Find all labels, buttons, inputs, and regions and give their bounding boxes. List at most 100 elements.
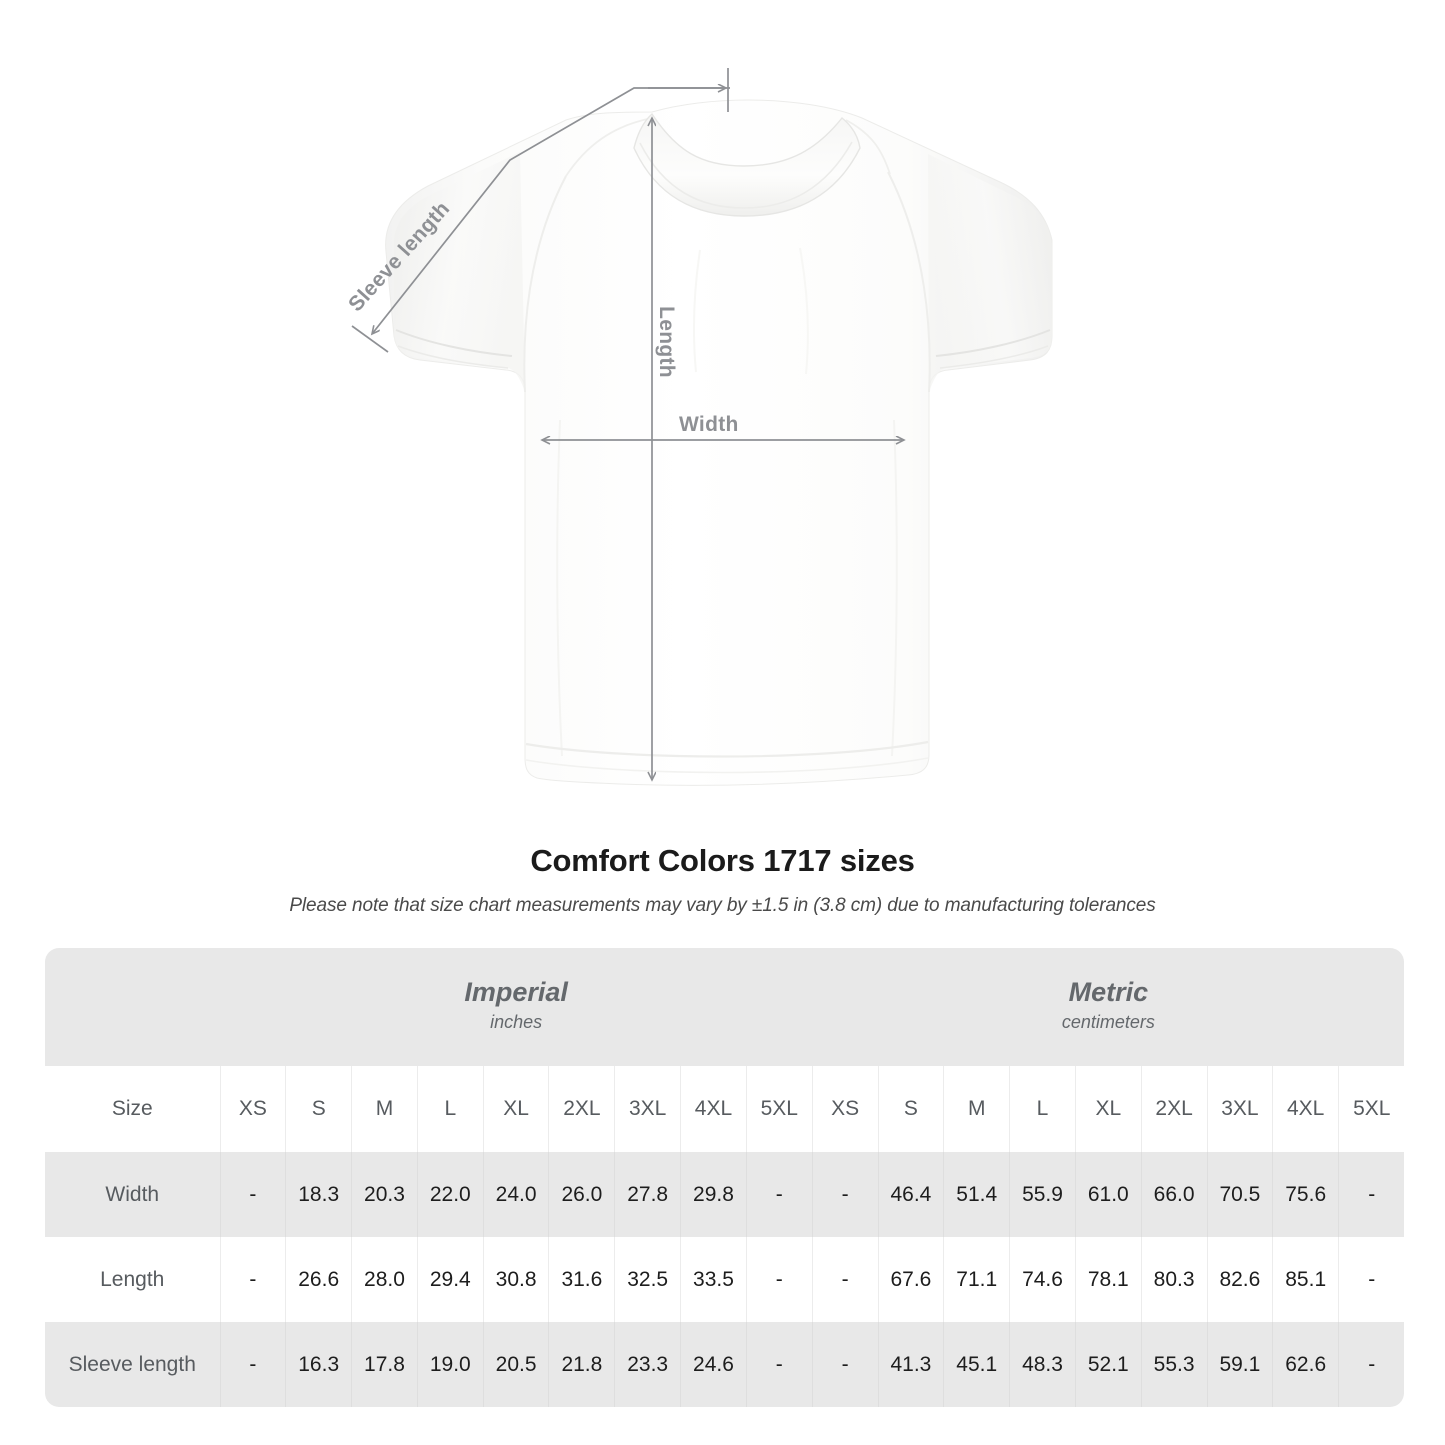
cell-width-metric-xs: - bbox=[811, 1152, 879, 1237]
size-header-cell-xs-imperial: XS bbox=[219, 1066, 286, 1152]
cell-sleeve-length-metric-l: 48.3 bbox=[1009, 1322, 1076, 1407]
cell-sleeve-length-metric-5xl: - bbox=[1338, 1322, 1405, 1407]
cell-sleeve-length-imperial-4xl: 24.6 bbox=[680, 1322, 747, 1407]
cell-width-metric-4xl: 75.6 bbox=[1272, 1152, 1339, 1237]
cell-width-imperial-l: 22.0 bbox=[416, 1152, 484, 1237]
cell-width-imperial-4xl: 29.8 bbox=[680, 1152, 747, 1237]
cell-sleeve-length-metric-s: 41.3 bbox=[877, 1322, 944, 1407]
cell-width-imperial-5xl: - bbox=[745, 1152, 813, 1237]
cell-length-imperial-l: 29.4 bbox=[416, 1237, 484, 1322]
cell-sleeve-length-imperial-2xl: 21.8 bbox=[548, 1322, 615, 1407]
heading-block: Comfort Colors 1717 sizes Please note th… bbox=[0, 843, 1445, 917]
cell-width-metric-2xl: 66.0 bbox=[1140, 1152, 1207, 1237]
size-header-cell-2xl-imperial: 2XL bbox=[548, 1066, 615, 1152]
cell-length-metric-l: 74.6 bbox=[1009, 1237, 1076, 1322]
cell-length-metric-4xl: 85.1 bbox=[1272, 1237, 1339, 1322]
length-label: Length bbox=[654, 306, 678, 378]
cell-sleeve-length-imperial-5xl: - bbox=[745, 1322, 813, 1407]
tshirt-diagram: Sleeve length Length Width bbox=[344, 68, 1053, 786]
size-header-cell-l-metric: L bbox=[1009, 1066, 1076, 1152]
size-header-cell-xs-metric: XS bbox=[811, 1066, 879, 1152]
cell-sleeve-length-imperial-m: 17.8 bbox=[351, 1322, 418, 1407]
cell-sleeve-length-metric-3xl: 59.1 bbox=[1206, 1322, 1273, 1407]
unit-header-imperial: Imperial inches bbox=[220, 948, 813, 1066]
size-header-cell-m-metric: M bbox=[943, 1066, 1010, 1152]
cell-length-metric-3xl: 82.6 bbox=[1206, 1237, 1273, 1322]
unit-sublabel: centimeters bbox=[1061, 1012, 1155, 1033]
size-header-cell-s-metric: S bbox=[877, 1066, 944, 1152]
cell-sleeve-length-metric-xs: - bbox=[811, 1322, 879, 1407]
cell-length-metric-xs: - bbox=[811, 1237, 879, 1322]
cell-sleeve-length-metric-xl: 52.1 bbox=[1074, 1322, 1142, 1407]
unit-header-metric: Metric centimeters bbox=[812, 948, 1405, 1066]
size-header-cell-xl-metric: XL bbox=[1074, 1066, 1142, 1152]
size-header-cell-3xl-imperial: 3XL bbox=[614, 1066, 681, 1152]
size-header-cell-m-imperial: M bbox=[351, 1066, 418, 1152]
cell-sleeve-length-imperial-3xl: 23.3 bbox=[614, 1322, 681, 1407]
sleeve-bottom-tick bbox=[351, 325, 389, 353]
cell-length-imperial-5xl: - bbox=[745, 1237, 813, 1322]
cell-width-imperial-s: 18.3 bbox=[285, 1152, 352, 1237]
cell-length-imperial-xs: - bbox=[219, 1237, 286, 1322]
size-header-cell-l-imperial: L bbox=[416, 1066, 484, 1152]
cell-width-imperial-2xl: 26.0 bbox=[548, 1152, 615, 1237]
size-chart-table-wrapper: Imperial inches Metric centimeters Size XS S M L… bbox=[45, 948, 1405, 1407]
row-label-sleeve-length: Sleeve length bbox=[45, 1322, 220, 1407]
size-header-cell-5xl-imperial: 5XL bbox=[745, 1066, 813, 1152]
cell-length-metric-s: 67.6 bbox=[877, 1237, 944, 1322]
cell-width-metric-xl: 61.0 bbox=[1074, 1152, 1142, 1237]
cell-width-metric-3xl: 70.5 bbox=[1206, 1152, 1273, 1237]
unit-sublabel: inches bbox=[490, 1012, 543, 1033]
cell-width-imperial-xl: 24.0 bbox=[482, 1152, 549, 1237]
measurement-annotations bbox=[351, 68, 904, 780]
row-label-width: Width bbox=[45, 1152, 220, 1237]
cell-width-imperial-3xl: 27.8 bbox=[614, 1152, 681, 1237]
cell-length-imperial-xl: 30.8 bbox=[482, 1237, 549, 1322]
tshirt-illustration bbox=[351, 68, 1053, 786]
cell-width-imperial-m: 20.3 bbox=[351, 1152, 418, 1237]
cell-length-imperial-m: 28.0 bbox=[351, 1237, 418, 1322]
cell-length-imperial-s: 26.6 bbox=[285, 1237, 352, 1322]
size-chart-table: Imperial inches Metric centimeters Size XS S M L… bbox=[45, 948, 1405, 1407]
cell-length-imperial-3xl: 32.5 bbox=[614, 1237, 681, 1322]
cell-length-metric-m: 71.1 bbox=[943, 1237, 1010, 1322]
cell-sleeve-length-metric-2xl: 55.3 bbox=[1140, 1322, 1207, 1407]
cell-sleeve-length-metric-4xl: 62.6 bbox=[1272, 1322, 1339, 1407]
cell-width-metric-s: 46.4 bbox=[877, 1152, 944, 1237]
cell-width-metric-l: 55.9 bbox=[1009, 1152, 1076, 1237]
unit-header-spacer bbox=[45, 948, 220, 1066]
cell-sleeve-length-imperial-xl: 20.5 bbox=[482, 1322, 549, 1407]
cell-sleeve-length-imperial-s: 16.3 bbox=[285, 1322, 352, 1407]
size-header-cell-4xl-metric: 4XL bbox=[1272, 1066, 1339, 1152]
size-header-cell-s-imperial: S bbox=[285, 1066, 352, 1152]
table-row: Sleeve length -16.3 17.8 19.0 20.5 21.8 23.3 24… bbox=[45, 1322, 1405, 1407]
cell-sleeve-length-imperial-xs: - bbox=[219, 1322, 286, 1407]
cell-length-imperial-4xl: 33.5 bbox=[680, 1237, 747, 1322]
size-header-cell-3xl-metric: 3XL bbox=[1206, 1066, 1273, 1152]
cell-width-metric-m: 51.4 bbox=[943, 1152, 1010, 1237]
table-row: Width -18.3 20.3 22.0 24.0 26.0 27.8 29.8- -46.4… bbox=[45, 1152, 1405, 1237]
cell-length-metric-5xl: - bbox=[1338, 1237, 1405, 1322]
size-header-cell-5xl-metric: 5XL bbox=[1338, 1066, 1405, 1152]
tolerance-note: Please note that size chart measurements… bbox=[289, 895, 1156, 916]
cell-sleeve-length-imperial-l: 19.0 bbox=[416, 1322, 484, 1407]
unit-name: Metric bbox=[1068, 977, 1149, 1008]
cell-width-imperial-xs: - bbox=[219, 1152, 286, 1237]
unit-name: Imperial bbox=[464, 977, 568, 1008]
size-header-cell-xl-imperial: XL bbox=[482, 1066, 549, 1152]
page-title: Comfort Colors 1717 sizes bbox=[530, 843, 915, 878]
cell-length-metric-xl: 78.1 bbox=[1074, 1237, 1142, 1322]
cell-width-metric-5xl: - bbox=[1338, 1152, 1405, 1237]
size-header-cell-2xl-metric: 2XL bbox=[1140, 1066, 1207, 1152]
table-row: Length -26.6 28.0 29.4 30.8 31.6 32.5 33.5- -67.… bbox=[45, 1237, 1405, 1322]
unit-header-row: Imperial inches Metric centimeters bbox=[45, 948, 1405, 1066]
cell-length-metric-2xl: 80.3 bbox=[1140, 1237, 1207, 1322]
size-header-cell-4xl-imperial: 4XL bbox=[680, 1066, 747, 1152]
size-header-label: Size bbox=[45, 1066, 220, 1152]
row-label-length: Length bbox=[45, 1237, 220, 1322]
width-label: Width bbox=[679, 413, 739, 436]
cell-length-imperial-2xl: 31.6 bbox=[548, 1237, 615, 1322]
tshirt-shape bbox=[385, 99, 1053, 786]
size-header-row: Size XS S M L XL 2XL 3XL 4XL 5XL XS S M L XL 2XL 3XL 4XL 5… bbox=[45, 1066, 1405, 1152]
cell-sleeve-length-metric-m: 45.1 bbox=[943, 1322, 1010, 1407]
